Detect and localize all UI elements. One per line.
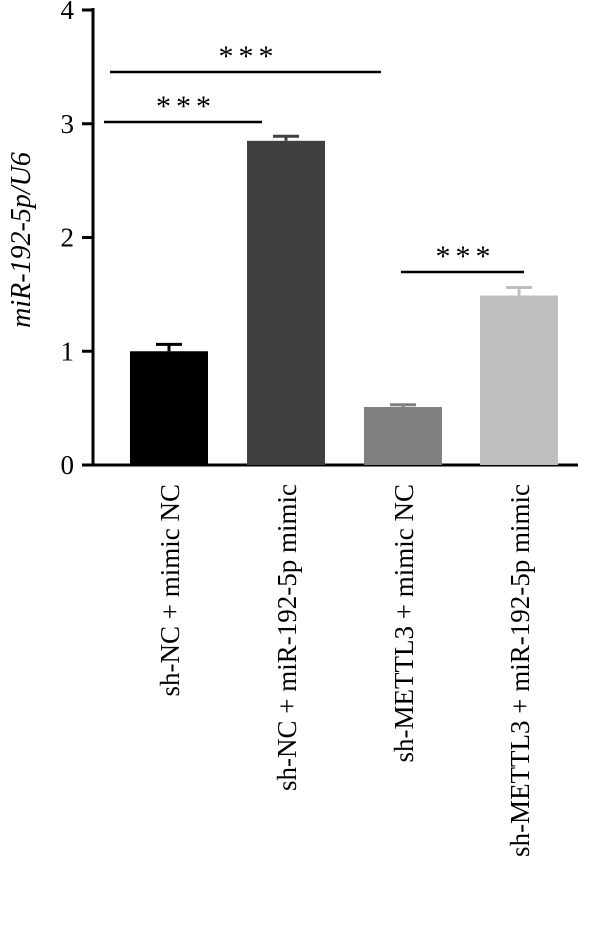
- bar: [480, 295, 558, 465]
- significance-brackets: *********: [104, 40, 524, 274]
- bars: [130, 140, 558, 465]
- category-label: sh-METTL3 + miR-192-5p mimic: [505, 484, 535, 857]
- y-tick-label: 1: [61, 336, 75, 366]
- y-tick-label: 4: [61, 0, 75, 25]
- bar: [130, 351, 208, 465]
- category-labels: sh-NC + mimic NC sh-NC + miR-192-5p mimic…: [155, 484, 535, 857]
- error-bars: [156, 134, 532, 407]
- significance-label: ***: [156, 90, 216, 123]
- category-label: sh-METTL3 + mimic NC: [389, 484, 419, 762]
- y-tick-label: 0: [61, 450, 75, 480]
- category-label: sh-NC + mimic NC: [155, 484, 185, 696]
- significance-label: ***: [219, 40, 279, 73]
- significance-label: ***: [436, 240, 496, 273]
- bar: [247, 140, 325, 465]
- category-label: sh-NC + miR-192-5p mimic: [272, 484, 302, 791]
- y-tick-label: 3: [61, 109, 75, 139]
- y-axis: 0 1 2 3 4: [61, 0, 95, 480]
- y-ticks: 0 1 2 3 4: [61, 0, 93, 480]
- bar: [364, 406, 442, 465]
- y-tick-label: 2: [61, 223, 75, 253]
- y-axis-title: miR-192-5p/U6: [6, 152, 37, 328]
